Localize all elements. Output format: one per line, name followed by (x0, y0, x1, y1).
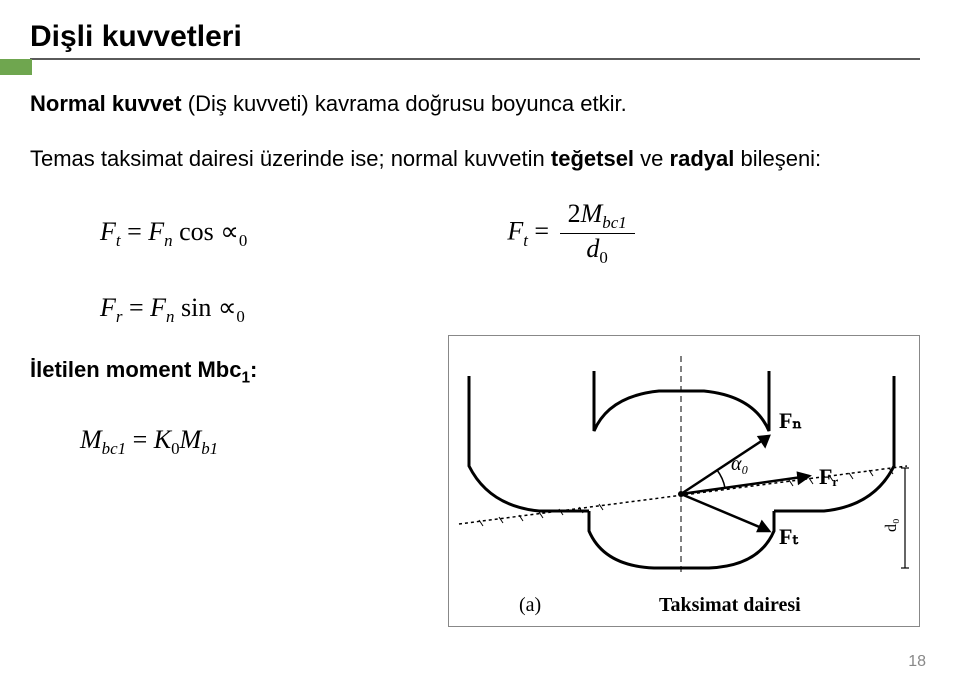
formula-ft: Ft = Fn cos ∝0 (100, 217, 247, 251)
label-a0: α₀ (731, 453, 748, 475)
label-fn: Fₙ (779, 408, 802, 433)
formula-row-1: Ft = Fn cos ∝0 Ft = 2Mbc1 d0 (100, 199, 920, 268)
para1-rest: (Diş kuvveti) kavrama doğrusu boyunca et… (182, 91, 627, 116)
title-accent (0, 59, 32, 75)
paragraph-1: Normal kuvvet (Diş kuvveti) kavrama doğr… (30, 90, 920, 119)
label-d0: d₀ (883, 518, 900, 532)
para1-bold: Normal kuvvet (30, 91, 182, 116)
diagram-svg: Fₙ α₀ Fᵣ Fₜ d₀ (a) Taksimat dairesi (449, 336, 919, 626)
gear-force-diagram: Fₙ α₀ Fᵣ Fₜ d₀ (a) Taksimat dairesi (448, 335, 920, 627)
caption-a: (a) (519, 594, 541, 616)
page-number: 18 (908, 653, 926, 671)
caption-text: Taksimat dairesi (659, 594, 801, 616)
page-title: Dişli kuvvetleri (30, 20, 920, 54)
paragraph-2: Temas taksimat dairesi üzerinde ise; nor… (30, 145, 920, 174)
formula-fr: Fr = Fn sin ∝0 (100, 293, 920, 327)
formula-ft-frac: Ft = 2Mbc1 d0 (507, 199, 638, 268)
label-ft: Fₜ (779, 524, 798, 549)
label-fr: Fᵣ (819, 464, 838, 489)
title-rule (30, 58, 920, 60)
